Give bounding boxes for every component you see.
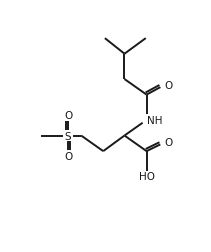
Text: S: S — [65, 131, 71, 141]
Text: O: O — [64, 111, 72, 121]
Text: HO: HO — [139, 172, 155, 182]
Text: O: O — [165, 81, 173, 90]
Text: O: O — [165, 138, 173, 148]
Text: O: O — [64, 151, 72, 161]
Text: NH: NH — [147, 115, 162, 125]
